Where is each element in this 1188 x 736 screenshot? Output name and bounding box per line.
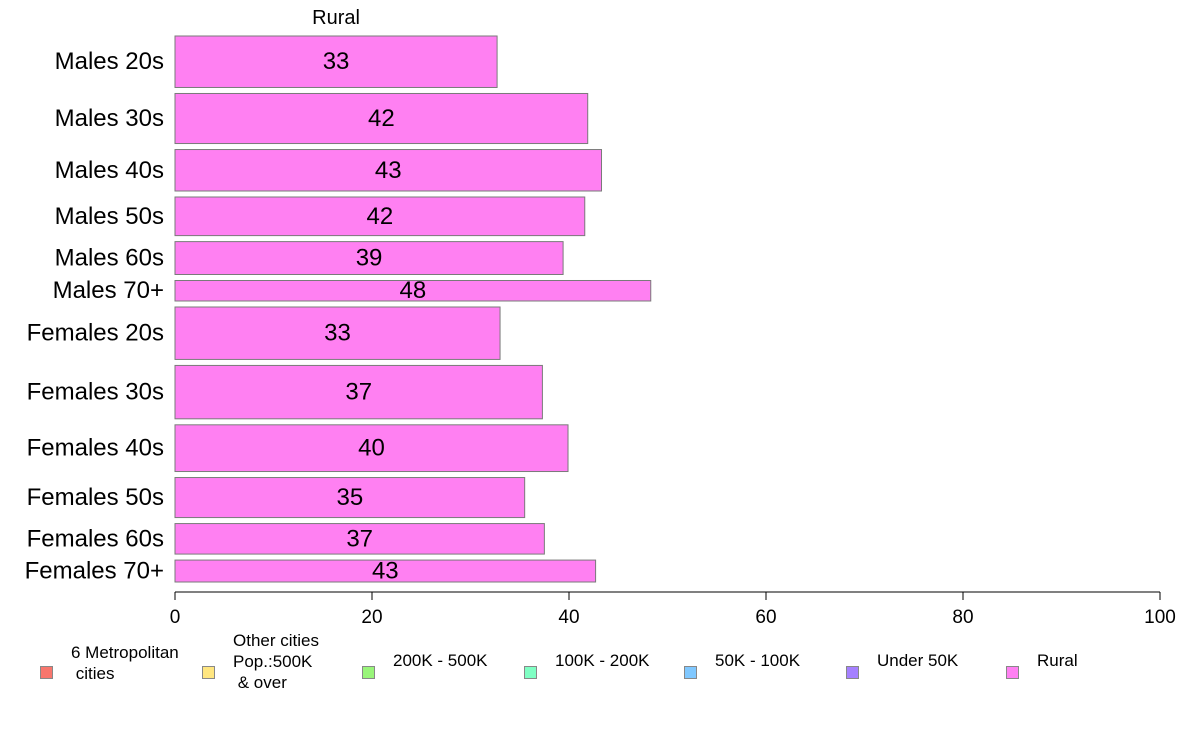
category-label: Males 60s — [55, 245, 164, 272]
legend-item: 50K - 100K — [684, 640, 800, 679]
legend-label: 6 Metropolitan cities — [71, 643, 179, 683]
bar-males-60s — [174, 241, 564, 275]
category-label: Females 20s — [27, 320, 164, 347]
bar-males-30s — [174, 92, 589, 145]
data-label: 33 — [323, 48, 350, 75]
x-tick-label: 60 — [755, 607, 776, 628]
bar-males-40s — [174, 149, 603, 192]
category-label: Males 30s — [55, 105, 164, 132]
legend-swatch — [202, 666, 215, 679]
data-label: 37 — [345, 379, 372, 406]
x-axis: 0 20 40 60 80 100 — [170, 591, 1176, 628]
bar-males-70- — [174, 279, 652, 302]
category-label: Males 70+ — [53, 277, 164, 304]
bar-males-20s — [174, 35, 498, 88]
legend-swatch — [1006, 666, 1019, 679]
data-label: 42 — [368, 105, 395, 132]
data-label: 43 — [372, 558, 399, 585]
legend-label: Under 50K — [877, 651, 959, 670]
legend-label: Other cities Pop.:500K & over — [233, 631, 319, 692]
panel-title: Rural — [312, 7, 360, 29]
x-tick-label: 100 — [1144, 607, 1176, 628]
legend-item: Rural — [1006, 640, 1078, 679]
category-label: Females 40s — [27, 435, 164, 462]
category-label: Males 50s — [55, 203, 164, 230]
data-label: 48 — [400, 277, 427, 304]
bar-females-40s — [174, 424, 569, 473]
legend-item: 6 Metropolitan cities — [40, 632, 179, 684]
legend-item: Other cities Pop.:500K & over — [202, 620, 319, 693]
bar-females-70- — [174, 559, 597, 583]
category-label: Females 50s — [27, 484, 164, 511]
legend-label: 100K - 200K — [555, 651, 650, 670]
legend-swatch — [846, 666, 859, 679]
bars-group: Males 20s 33 Males 30s 42 Males 40s 43 Males 5… — [25, 35, 652, 585]
legend-swatch — [362, 666, 375, 679]
bar-females-60s — [174, 523, 545, 555]
legend-label: 200K - 500K — [393, 651, 488, 670]
legend-item: Under 50K — [846, 640, 958, 679]
legend-label: 50K - 100K — [715, 651, 801, 670]
bar-females-20s — [174, 306, 501, 360]
category-label: Males 40s — [55, 157, 164, 184]
data-label: 33 — [324, 320, 351, 347]
legend-item: 100K - 200K — [524, 640, 650, 679]
category-label: Females 70+ — [25, 558, 164, 585]
x-tick-label: 40 — [558, 607, 579, 628]
data-label: 43 — [375, 157, 402, 184]
data-label: 37 — [346, 525, 373, 552]
x-tick-label: 80 — [952, 607, 973, 628]
legend-label: Rural — [1037, 651, 1078, 670]
category-label: Males 20s — [55, 48, 164, 75]
x-tick-label: 20 — [361, 607, 382, 628]
category-label: Females 30s — [27, 379, 164, 406]
bar-females-50s — [174, 477, 526, 519]
data-label: 39 — [356, 245, 383, 272]
data-label: 42 — [367, 203, 394, 230]
bar-females-30s — [174, 364, 543, 420]
bar-males-50s — [174, 196, 586, 237]
legend-swatch — [40, 666, 53, 679]
legend-swatch — [524, 666, 537, 679]
category-label: Females 60s — [27, 525, 164, 552]
legend-item: 200K - 500K — [362, 640, 488, 679]
legend-swatch — [684, 666, 697, 679]
data-label: 40 — [358, 435, 385, 462]
data-label: 35 — [336, 484, 363, 511]
legend: 6 Metropolitan cities Other cities Pop.:5… — [0, 631, 1188, 730]
x-tick-label: 0 — [170, 607, 181, 628]
